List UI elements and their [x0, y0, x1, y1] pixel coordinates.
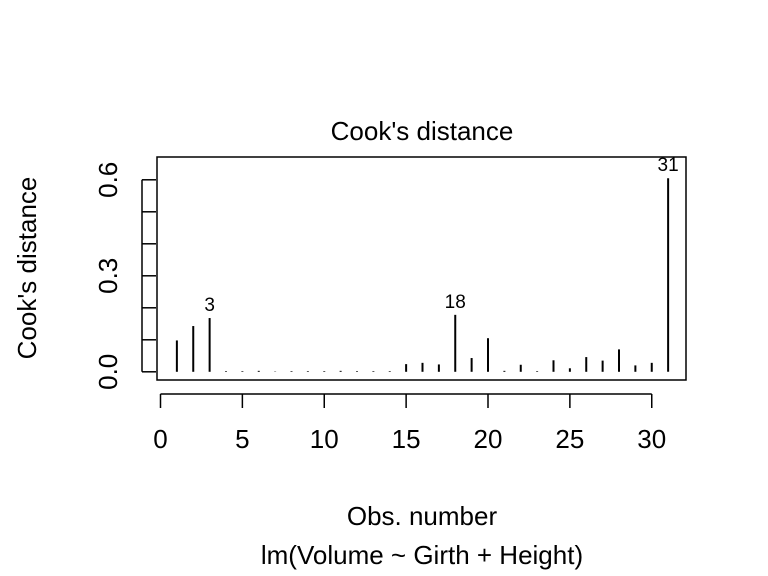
plot-frame	[156, 156, 687, 381]
x-axis: 0 5 10 15 20 25 30	[153, 393, 666, 454]
x-tick-label: 20	[474, 424, 503, 454]
observation-label: 31	[658, 155, 679, 176]
observation-label: 3	[204, 295, 215, 316]
model-formula-subtitle: lm(Volume ~ Girth + Height)	[261, 540, 583, 570]
x-tick-label: 5	[235, 424, 249, 454]
x-axis-label: Obs. number	[347, 501, 498, 531]
data-bars	[175, 178, 670, 372]
observation-label: 18	[445, 292, 466, 313]
y-tick-label: 0.6	[93, 162, 123, 198]
x-tick-label: 30	[637, 424, 666, 454]
point-labels: 3 18 31	[204, 155, 678, 316]
y-tick-label: 0.0	[93, 354, 123, 390]
x-tick-label: 10	[310, 424, 339, 454]
y-axis: 0.0 0.3 0.6	[93, 162, 156, 390]
x-tick-label: 0	[153, 424, 167, 454]
x-tick-label: 15	[392, 424, 421, 454]
chart-title: Cook's distance	[331, 116, 514, 146]
y-axis-label: Cook's distance	[12, 177, 42, 360]
x-tick-label: 25	[555, 424, 584, 454]
y-tick-label: 0.3	[93, 258, 123, 294]
